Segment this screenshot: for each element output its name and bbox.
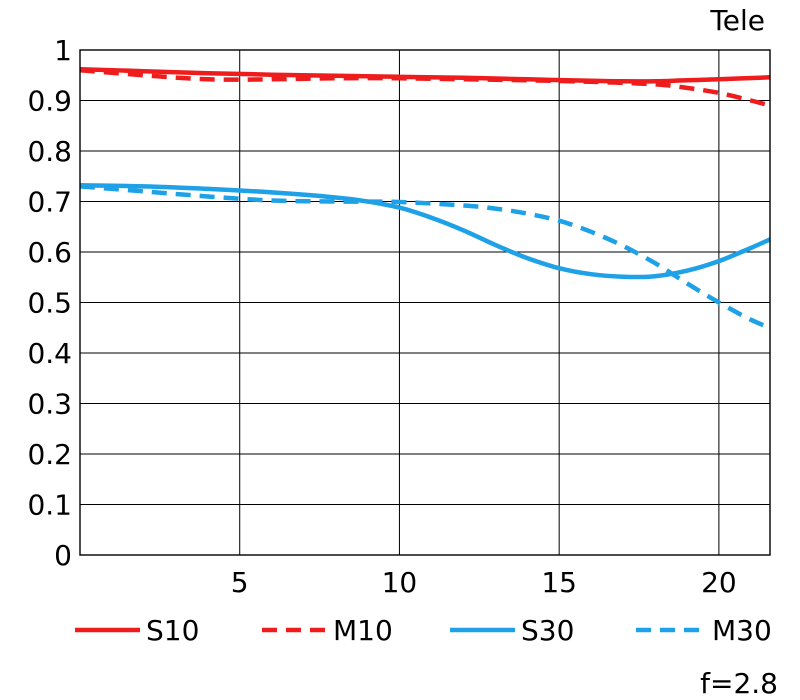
series-lines <box>80 66 770 330</box>
grid-lines <box>80 49 770 556</box>
y-tick-label: 0.1 <box>27 489 72 522</box>
legend: S10 M10 S30 M30 <box>75 614 772 647</box>
series-line-m10 <box>80 67 770 108</box>
chart-title: Tele <box>709 4 765 37</box>
y-tick-label: 0.2 <box>27 438 72 471</box>
x-tick-label: 10 <box>382 566 418 599</box>
legend-label-m30: M30 <box>712 614 772 647</box>
x-tick-label: 5 <box>231 566 249 599</box>
y-tick-label: 0.5 <box>27 287 72 320</box>
y-tick-label: 0.3 <box>27 388 72 421</box>
y-tick-label: 0.4 <box>27 337 72 370</box>
series-line-m30 <box>80 184 770 330</box>
y-tick-label: 0.6 <box>27 236 72 269</box>
y-tick-labels: 0 0.1 0.2 0.3 0.4 0.5 0.6 0.7 0.8 0.9 1 <box>27 34 72 572</box>
plot-frame <box>79 49 771 556</box>
x-tick-label: 15 <box>541 566 577 599</box>
aperture-label: f=2.8 <box>700 667 778 700</box>
y-tick-label: 0.7 <box>27 186 72 219</box>
series-line-s30 <box>80 183 770 280</box>
y-tick-label: 1 <box>54 34 72 67</box>
legend-label-s10: S10 <box>146 614 199 647</box>
legend-label-s30: S30 <box>521 614 574 647</box>
legend-label-m10: M10 <box>333 614 393 647</box>
y-tick-label: 0 <box>54 539 72 572</box>
x-tick-labels: 5 10 15 20 <box>231 566 737 599</box>
y-tick-label: 0.8 <box>27 135 72 168</box>
x-tick-label: 20 <box>701 566 737 599</box>
y-tick-label: 0.9 <box>27 85 72 118</box>
